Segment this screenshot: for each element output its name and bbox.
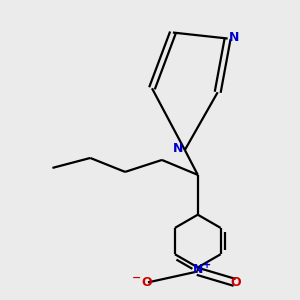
Text: O: O <box>141 276 152 289</box>
Text: N: N <box>193 262 203 275</box>
Text: N: N <box>228 31 239 44</box>
Text: N: N <box>173 142 184 155</box>
Text: O: O <box>231 276 242 289</box>
Text: −: − <box>132 273 141 283</box>
Text: +: + <box>203 260 211 270</box>
